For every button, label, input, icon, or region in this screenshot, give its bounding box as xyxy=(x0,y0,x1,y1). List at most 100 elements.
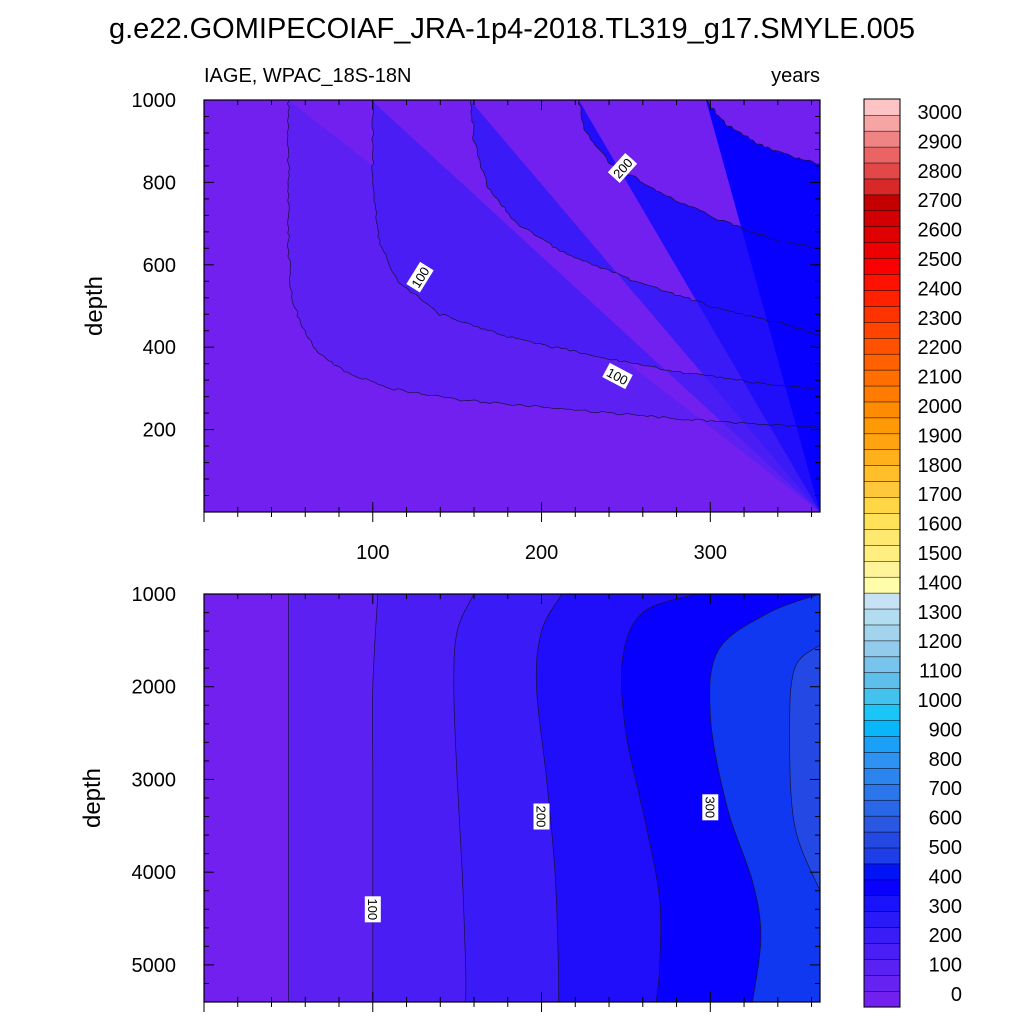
lower-y-axis-label: depth xyxy=(79,768,106,828)
colorbar-label: 700 xyxy=(929,778,962,800)
lower-contour-labels: 100 200 300 xyxy=(365,794,719,923)
colorbar-box xyxy=(863,289,901,307)
lower-contour-label: 200 xyxy=(533,803,550,830)
lower-plot-viewport: 100 200 300 xyxy=(204,594,820,1002)
colorbar-box xyxy=(863,943,901,960)
colorbar-box xyxy=(863,974,901,992)
colorbar-label: 600 xyxy=(929,808,962,830)
colorbar-box xyxy=(863,242,901,259)
colorbar-label: 200 xyxy=(929,925,962,947)
colorbar-label: 1200 xyxy=(918,631,963,653)
upper-ticks-y-tick-label: 200 xyxy=(143,420,176,442)
colorbar-box xyxy=(863,528,901,546)
colorbar-box xyxy=(863,130,901,148)
colorbar-box xyxy=(863,640,901,658)
upper-ticks-x-tick-label: 300 xyxy=(694,542,727,564)
lower-ticks-y-tick-label: 5000 xyxy=(132,955,177,977)
lower-panel: 100 200 300 1000 2000 3000 4000 5000 depth xyxy=(79,584,821,1012)
colorbar-box xyxy=(863,847,901,865)
lower-contour-label-text: 300 xyxy=(702,796,717,818)
colorbar-box xyxy=(863,720,901,737)
colorbar-box xyxy=(863,401,901,419)
lower-axis-ticks: 1000 2000 3000 4000 5000 xyxy=(132,584,820,1012)
colorbar-label: 2900 xyxy=(918,131,963,153)
colorbar-box xyxy=(863,704,901,721)
colorbar-box xyxy=(863,305,901,323)
colorbar-box xyxy=(863,465,901,482)
upper-ticks-y-tick-label: 1000 xyxy=(132,90,177,112)
lower-fill-band xyxy=(789,645,820,1002)
colorbar-label: 300 xyxy=(929,896,962,918)
colorbar-label: 1600 xyxy=(918,514,963,536)
colorbar-box xyxy=(863,544,901,562)
colorbar-label: 2600 xyxy=(918,220,963,242)
colorbar-label: 2100 xyxy=(918,367,963,389)
colorbar-label: 1100 xyxy=(919,661,962,683)
lower-contour-label: 100 xyxy=(365,896,381,923)
colorbar-box xyxy=(863,767,901,785)
colorbar-box xyxy=(863,162,901,180)
upper-axis-ticks: 200 400 600 800 1000 100 200 300 xyxy=(132,90,820,564)
colorbar-box xyxy=(863,560,901,578)
colorbar-box xyxy=(863,449,901,466)
colorbar-box xyxy=(863,369,901,387)
upper-contour-line xyxy=(469,100,820,336)
colorbar-label: 1800 xyxy=(918,455,963,477)
colorbar-label: 1500 xyxy=(918,543,963,565)
colorbar-box xyxy=(863,194,901,212)
upper-contour-line xyxy=(705,100,820,165)
colorbar-box xyxy=(863,433,901,451)
colorbar-label: 1700 xyxy=(918,484,963,506)
colorbar-box xyxy=(863,895,901,912)
colorbar-box xyxy=(863,337,901,355)
lower-ticks-y-tick-label: 4000 xyxy=(132,862,177,884)
upper-ticks-x-tick-label: 200 xyxy=(525,542,558,564)
colorbar-box xyxy=(863,990,901,1008)
colorbar-box xyxy=(863,815,901,833)
upper-ticks-x-tick-label: 100 xyxy=(356,542,389,564)
lower-contour-line xyxy=(709,594,820,1002)
colorbar-frame xyxy=(863,98,901,1008)
colorbar-box xyxy=(863,751,901,769)
colorbar-label: 500 xyxy=(929,837,962,859)
lower-contour-line xyxy=(535,594,563,1002)
lower-contour-line xyxy=(372,594,379,1002)
colorbar: 0 100 200 300 400 500 600 700 800 900 1000 1100 1200… xyxy=(863,98,963,1008)
lower-contour-line xyxy=(789,644,820,891)
upper-right-string: years xyxy=(771,65,820,87)
colorbar-box xyxy=(863,258,901,275)
colorbar-box xyxy=(863,783,901,801)
colorbar-box xyxy=(863,576,901,594)
colorbar-label: 2500 xyxy=(918,249,963,271)
lower-contour-line xyxy=(453,594,475,1002)
upper-left-string: IAGE, WPAC_18S-18N xyxy=(204,65,411,87)
colorbar-label: 0 xyxy=(951,984,962,1006)
colorbar-box xyxy=(863,831,901,849)
lower-contour-label-text: 200 xyxy=(534,806,549,828)
colorbar-label: 2200 xyxy=(918,337,963,359)
colorbar-label: 900 xyxy=(929,719,962,741)
colorbar-box xyxy=(863,688,901,705)
colorbar-label: 1400 xyxy=(918,572,963,594)
colorbar-label: 2300 xyxy=(918,308,963,330)
colorbar-box xyxy=(863,656,901,674)
colorbar-label: 100 xyxy=(929,955,962,977)
colorbar-box xyxy=(863,735,901,753)
upper-contour-line xyxy=(371,100,820,391)
colorbar-box xyxy=(863,226,901,243)
colorbar-box xyxy=(863,672,901,689)
lower-contour-fills xyxy=(204,594,820,1002)
upper-ticks-y-tick-label: 800 xyxy=(143,172,176,194)
lower-ticks-y-tick-label: 2000 xyxy=(132,677,177,699)
colorbar-box xyxy=(863,624,901,642)
colorbar-box xyxy=(863,210,901,227)
colorbar-box xyxy=(863,927,901,944)
colorbar-box xyxy=(863,512,901,530)
colorbar-box xyxy=(863,353,901,371)
upper-y-axis-label: depth xyxy=(81,276,108,336)
colorbar-box xyxy=(863,879,901,897)
upper-fill-band xyxy=(706,100,820,512)
